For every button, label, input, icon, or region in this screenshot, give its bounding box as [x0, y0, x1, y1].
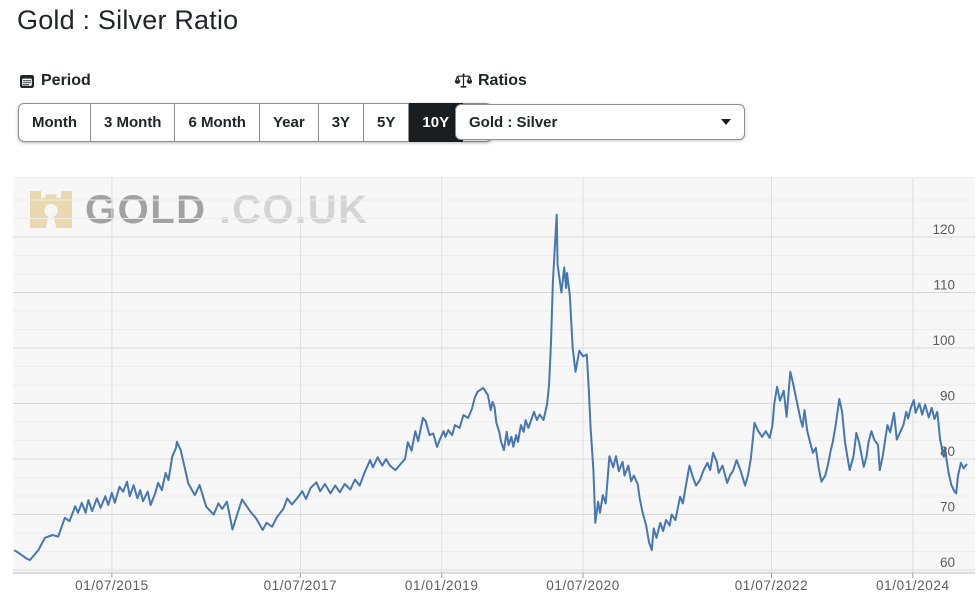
x-tick-label: 01/07/2015 — [75, 578, 149, 593]
x-tick-label: 01/07/2020 — [546, 578, 620, 593]
x-tick-label: 01/01/2024 — [876, 578, 950, 593]
period-label-row: Period — [19, 72, 91, 90]
period-label: Period — [41, 72, 91, 89]
watermark-text-couk: .CO.UK — [219, 187, 369, 232]
x-tick-label: 01/07/2022 — [735, 578, 809, 593]
period-button-6-month[interactable]: 6 Month — [175, 103, 260, 142]
ratios-select[interactable]: Gold : Silver — [455, 104, 745, 140]
ratios-label-row: Ratios — [455, 72, 527, 90]
page-title: Gold : Silver Ratio — [17, 5, 239, 35]
period-button-5y[interactable]: 5Y — [364, 103, 410, 142]
y-tick-label: 90 — [940, 388, 955, 403]
ratios-selected-value: Gold : Silver — [469, 113, 558, 131]
y-tick-label: 70 — [940, 499, 955, 514]
x-tick-label: 01/07/2017 — [264, 578, 338, 593]
period-button-group: Month 3 Month 6 Month Year 3Y 5Y 10Y — [18, 103, 493, 142]
calendar-icon — [19, 73, 35, 89]
y-tick-label: 120 — [932, 222, 955, 237]
watermark-text-gold: GOLD — [85, 187, 207, 232]
scales-icon — [455, 73, 472, 89]
period-button-3-month[interactable]: 3 Month — [90, 103, 176, 142]
ratio-line-series — [13, 213, 968, 561]
chevron-down-icon — [721, 119, 731, 125]
y-tick-label: 100 — [932, 333, 955, 348]
period-button-3y[interactable]: 3Y — [318, 103, 365, 142]
period-button-10y[interactable]: 10Y — [409, 103, 464, 142]
ratio-chart-svg: 01/07/2015 01/07/2017 01/01/2019 01/07/2020… — [13, 177, 975, 593]
y-tick-label: 80 — [940, 444, 955, 459]
chart-plot-area[interactable] — [13, 177, 975, 573]
ratio-chart: GOLD .CO.UK 01/07/2015 01/07/2017 01/01/20… — [13, 177, 975, 600]
y-tick-label: 110 — [933, 277, 955, 292]
period-button-month[interactable]: Month — [18, 103, 91, 142]
y-tick-label: 60 — [940, 555, 955, 570]
ratios-label: Ratios — [478, 72, 527, 89]
x-tick-label: 01/01/2019 — [405, 578, 479, 593]
period-button-year[interactable]: Year — [259, 103, 319, 142]
